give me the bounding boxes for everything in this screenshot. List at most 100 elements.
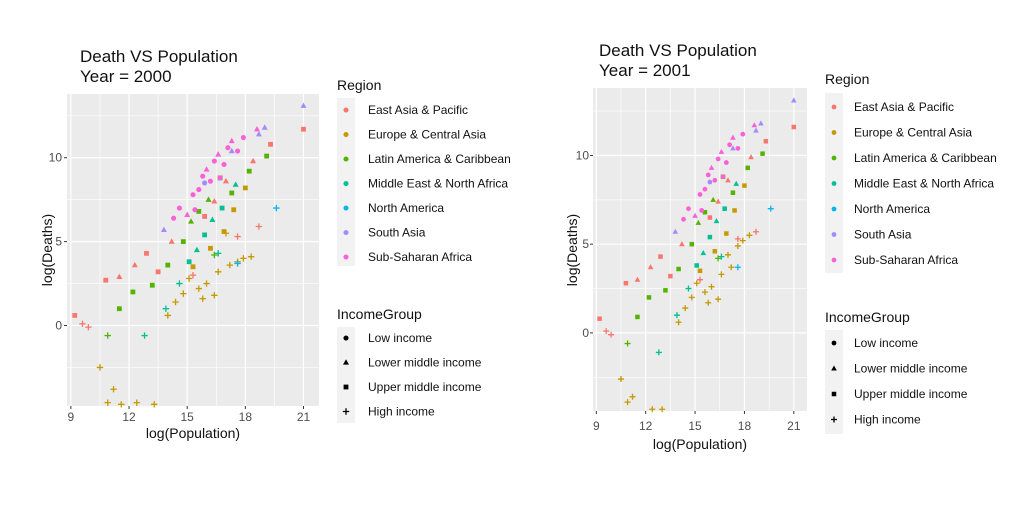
- legend-region-label: Sub-Saharan Africa: [368, 250, 472, 264]
- data-point: [246, 168, 252, 174]
- data-point: [234, 233, 241, 240]
- data-point: [629, 393, 636, 400]
- data-point: [171, 215, 177, 221]
- data-point: [707, 215, 713, 220]
- y-axis-label: log(Deaths): [564, 214, 580, 286]
- data-point: [116, 306, 122, 312]
- legend-region-key: [831, 104, 837, 110]
- data-point: [103, 277, 109, 283]
- data-point: [273, 204, 280, 212]
- data-point: [699, 208, 705, 213]
- data-point: [261, 124, 268, 130]
- data-point: [190, 264, 196, 270]
- data-point: [692, 212, 698, 218]
- data-point: [72, 313, 78, 318]
- data-point: [255, 130, 262, 137]
- data-point: [162, 305, 170, 312]
- data-point: [679, 241, 685, 247]
- y-tick-label: 5: [582, 237, 589, 251]
- data-point: [675, 319, 682, 326]
- x-tick-label: 9: [593, 419, 600, 433]
- data-point: [718, 148, 725, 154]
- data-point: [710, 196, 716, 202]
- data-point: [211, 292, 218, 299]
- data-point: [228, 147, 235, 154]
- legend-income-key: [831, 340, 837, 346]
- x-axis-label: log(Population): [146, 425, 240, 441]
- legend-region-label: Middle East & North Africa: [368, 177, 508, 191]
- data-point: [215, 250, 222, 257]
- data-point: [116, 273, 123, 280]
- data-point: [739, 237, 746, 244]
- legend-region: Region East Asia & Pacific Europe & Centr…: [337, 77, 511, 266]
- data-point: [681, 216, 686, 222]
- data-point: [141, 332, 148, 339]
- legend-region-label: Europe & Central Asia: [854, 126, 972, 140]
- data-point: [603, 328, 610, 335]
- data-point: [247, 253, 255, 260]
- data-point: [185, 275, 193, 282]
- data-point: [104, 399, 111, 406]
- legend-income-key: [831, 391, 837, 397]
- data-point: [85, 323, 92, 331]
- x-tick-label: 18: [738, 419, 752, 433]
- data-point: [144, 250, 149, 256]
- data-point: [647, 264, 654, 270]
- data-point: [708, 164, 715, 170]
- chart-year-2001: Death VS Population Year = 2001 9 12 15 18 2…: [564, 41, 997, 452]
- data-point: [222, 177, 229, 184]
- data-point: [730, 134, 736, 140]
- data-point: [701, 289, 708, 296]
- legend-region-key: [831, 155, 837, 161]
- legend-region-key: [343, 131, 349, 138]
- data-point: [253, 125, 260, 132]
- data-point: [791, 97, 797, 103]
- data-point: [172, 298, 179, 306]
- legend-region-key: [831, 181, 837, 186]
- data-point: [635, 314, 640, 320]
- legend-region-label: Middle East & North Africa: [854, 177, 994, 191]
- chart-subtitle: Year = 2001: [599, 61, 691, 80]
- data-point: [694, 263, 699, 268]
- data-point: [597, 316, 602, 321]
- x-tick-label: 18: [239, 410, 253, 424]
- data-point: [240, 255, 247, 262]
- legend-region-label: North America: [368, 201, 444, 215]
- y-tick-label: 0: [582, 326, 589, 340]
- x-tick-label: 21: [787, 419, 801, 433]
- legend-region-key: [343, 107, 349, 113]
- legend-income-key: [342, 408, 350, 415]
- data-point: [186, 259, 192, 265]
- data-point: [133, 399, 140, 406]
- data-point: [250, 157, 257, 164]
- data-point: [624, 340, 631, 347]
- data-point: [192, 207, 198, 213]
- data-point: [791, 124, 797, 130]
- data-point: [219, 205, 225, 211]
- data-point: [104, 332, 111, 339]
- legend-income-key: [831, 416, 837, 423]
- legend-income-key: [343, 359, 349, 365]
- legend-income: IncomeGroup Low income Lower middle incom…: [825, 309, 968, 434]
- data-point: [155, 269, 161, 275]
- data-point: [301, 126, 306, 132]
- data-point: [217, 175, 223, 181]
- y-tick-label: 0: [55, 318, 62, 332]
- x-axis-label: log(Population): [653, 436, 747, 452]
- legend-region-key: [343, 205, 349, 211]
- data-point: [165, 262, 171, 268]
- data-point: [697, 192, 703, 197]
- data-point: [746, 232, 753, 239]
- data-point: [697, 276, 703, 283]
- data-point: [229, 190, 235, 196]
- data-point: [646, 295, 652, 300]
- data-point: [242, 185, 248, 191]
- legend-region-label: East Asia & Pacific: [854, 100, 954, 114]
- legend-income-label: Low income: [368, 331, 432, 345]
- data-point: [705, 299, 712, 306]
- data-point: [202, 232, 208, 238]
- data-point: [190, 192, 196, 198]
- grid-lines: [67, 94, 319, 406]
- data-point: [131, 261, 138, 268]
